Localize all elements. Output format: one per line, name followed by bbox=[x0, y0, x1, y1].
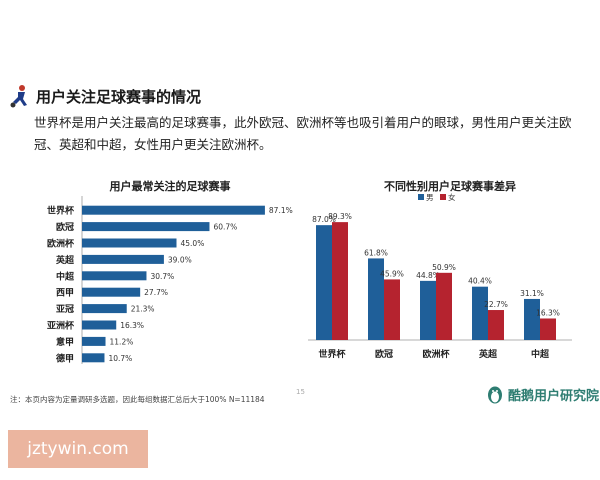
left-bar bbox=[82, 205, 265, 215]
right-value-label: 16.3% bbox=[536, 308, 560, 317]
right-value-label: 50.9% bbox=[432, 263, 456, 272]
right-bar bbox=[316, 225, 332, 340]
page-description: 世界杯是用户关注最高的足球赛事，此外欧冠、欧洲杯等也吸引着用户的眼球，男性用户更… bbox=[34, 115, 572, 152]
left-category-label: 西甲 bbox=[56, 288, 74, 299]
left-bar bbox=[82, 254, 164, 264]
right-bar bbox=[368, 258, 384, 340]
left-value-label: 30.7% bbox=[150, 272, 174, 281]
left-category-label: 亚洲杯 bbox=[47, 320, 75, 332]
grouped-bar-chart: 男 女 87.0%89.3% 世界杯 61.8% 45.9% 欧冠 44.8%50.9% 欧洲杯… bbox=[308, 192, 572, 360]
left-category-label: 亚冠 bbox=[56, 304, 74, 315]
left-bar bbox=[82, 238, 177, 248]
left-value-label: 21.3% bbox=[131, 305, 155, 314]
left-category-label: 德甲 bbox=[56, 352, 74, 364]
left-bar bbox=[82, 222, 210, 232]
legend-swatch bbox=[440, 194, 446, 200]
left-value-label: 39.0% bbox=[168, 255, 192, 264]
right-category-label: 世界杯 bbox=[318, 348, 346, 360]
footnote: 注：本页内容为定量调研多选题，因此每组数据汇总后大于100% N=11184 bbox=[10, 395, 265, 404]
left-category-label: 欧洲杯 bbox=[47, 238, 75, 250]
right-value-label: 40.4% bbox=[468, 277, 492, 286]
right-bar bbox=[420, 280, 436, 340]
left-bar bbox=[82, 271, 147, 281]
left-category-label: 意甲 bbox=[56, 336, 74, 348]
left-bar bbox=[82, 336, 106, 346]
right-value-label: 61.8% bbox=[364, 248, 388, 257]
left-category-label: 英超 bbox=[55, 254, 75, 266]
penguin-logo-icon bbox=[488, 386, 502, 404]
left-bar bbox=[82, 320, 117, 330]
left-value-label: 10.7% bbox=[108, 354, 132, 363]
left-chart-title: 用户最常关注的足球赛事 bbox=[109, 180, 231, 193]
soccer-player-icon bbox=[10, 85, 27, 108]
right-value-label: 22.7% bbox=[484, 300, 508, 309]
right-bar bbox=[436, 272, 452, 340]
right-value-label: 45.9% bbox=[380, 269, 404, 278]
right-bar bbox=[472, 286, 488, 340]
page-number: 15 bbox=[296, 388, 305, 396]
right-category-label: 欧洲杯 bbox=[422, 348, 450, 360]
left-value-label: 60.7% bbox=[213, 223, 237, 232]
brand-name: 酷鹅用户研究院 bbox=[508, 388, 600, 404]
legend-label: 女 bbox=[448, 192, 456, 202]
right-bar bbox=[524, 298, 540, 340]
left-value-label: 45.0% bbox=[181, 239, 205, 248]
right-bar bbox=[488, 310, 504, 340]
page-title: 用户关注足球赛事的情况 bbox=[36, 87, 202, 106]
left-category-label: 欧冠 bbox=[56, 221, 74, 233]
left-value-label: 87.1% bbox=[269, 206, 293, 215]
right-value-label: 87.0% bbox=[312, 215, 336, 224]
right-bar bbox=[384, 279, 400, 340]
left-value-label: 11.2% bbox=[110, 337, 134, 346]
legend-label: 男 bbox=[426, 193, 434, 202]
left-category-label: 中超 bbox=[56, 270, 75, 282]
left-bar bbox=[82, 287, 141, 297]
legend-swatch bbox=[418, 194, 424, 200]
right-value-label: 31.1% bbox=[520, 289, 544, 298]
right-category-label: 欧冠 bbox=[375, 348, 393, 360]
watermark: jztywin.com bbox=[8, 430, 148, 468]
horizontal-bar-chart: 世界杯 87.1% 欧冠 60.7% 欧洲杯 45.0% 英超 39.0% 中超 30.7% 西甲 2… bbox=[47, 196, 293, 364]
left-value-label: 16.3% bbox=[120, 321, 144, 330]
right-chart-title: 不同性别用户足球赛事差异 bbox=[384, 180, 516, 193]
section-header: 用户关注足球赛事的情况 bbox=[8, 84, 201, 108]
right-category-label: 中超 bbox=[531, 348, 550, 360]
left-bar bbox=[82, 353, 105, 363]
right-value-label: 44.8% bbox=[416, 271, 440, 280]
brand: 酷鹅用户研究院 bbox=[486, 384, 599, 404]
right-bar bbox=[540, 318, 556, 340]
left-category-label: 世界杯 bbox=[47, 205, 75, 217]
left-value-label: 27.7% bbox=[144, 288, 168, 297]
right-category-label: 英超 bbox=[478, 348, 498, 360]
right-value-label: 89.3% bbox=[328, 212, 352, 221]
right-bar bbox=[332, 222, 348, 340]
left-bar bbox=[82, 304, 127, 314]
